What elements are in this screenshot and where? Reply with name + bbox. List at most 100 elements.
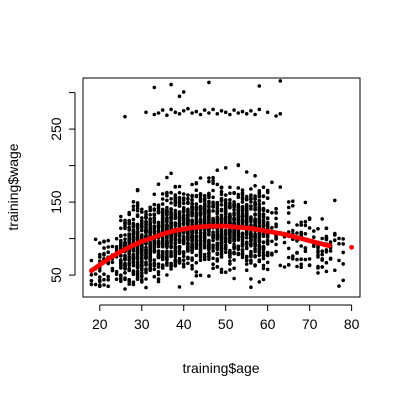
- data-point: [207, 232, 211, 237]
- data-point: [249, 285, 253, 290]
- data-point: [156, 207, 161, 211]
- data-point: [215, 252, 220, 257]
- data-point: [93, 237, 98, 242]
- data-point: [152, 216, 157, 220]
- data-point: [211, 233, 215, 237]
- data-point: [249, 230, 253, 235]
- data-point: [198, 255, 203, 260]
- outlier-point: [223, 110, 228, 115]
- data-point: [140, 223, 144, 228]
- data-point: [219, 189, 224, 194]
- data-point: [135, 260, 140, 264]
- data-point: [156, 182, 161, 186]
- outlier-point: [144, 110, 148, 115]
- data-point: [152, 227, 157, 231]
- data-point: [265, 267, 270, 272]
- data-point: [119, 276, 123, 281]
- data-point: [219, 235, 224, 240]
- outlier-point: [232, 108, 236, 112]
- data-point: [165, 194, 169, 198]
- data-point: [228, 248, 232, 253]
- data-point: [98, 284, 102, 289]
- data-point: [156, 262, 161, 266]
- data-point: [93, 282, 98, 287]
- data-point: [181, 216, 186, 220]
- data-point: [186, 208, 190, 213]
- data-point: [211, 188, 215, 193]
- data-point: [324, 226, 329, 230]
- data-point: [328, 240, 333, 244]
- data-point: [131, 282, 136, 287]
- data-point: [320, 265, 325, 269]
- data-point: [282, 265, 287, 269]
- data-point: [186, 193, 190, 197]
- data-point: [228, 251, 232, 256]
- data-point: [135, 246, 140, 250]
- data-point: [295, 223, 299, 227]
- data-point: [202, 228, 207, 232]
- data-point: [165, 224, 169, 228]
- data-point: [190, 236, 194, 240]
- data-point: [207, 199, 211, 204]
- data-point: [148, 223, 152, 227]
- data-point: [253, 241, 257, 246]
- data-point: [211, 230, 215, 234]
- data-point: [312, 235, 316, 239]
- data-point: [190, 266, 194, 271]
- data-point: [207, 247, 211, 252]
- data-point: [341, 262, 346, 266]
- data-point: [303, 223, 308, 228]
- data-point: [102, 272, 106, 277]
- data-point: [240, 220, 245, 224]
- data-point: [98, 278, 102, 283]
- data-point: [160, 202, 165, 206]
- data-point: [316, 227, 320, 231]
- outlier-point: [173, 110, 178, 115]
- data-point: [114, 245, 119, 249]
- outlier-point: [207, 80, 211, 85]
- data-point: [140, 219, 144, 223]
- data-point: [156, 229, 161, 233]
- data-point: [160, 244, 165, 249]
- data-point: [295, 257, 299, 262]
- data-point: [194, 181, 199, 185]
- data-point: [207, 254, 211, 259]
- data-point: [316, 266, 320, 270]
- data-point: [303, 249, 308, 253]
- data-point: [223, 166, 228, 170]
- data-point: [98, 241, 102, 245]
- data-point: [286, 200, 291, 204]
- data-point: [173, 213, 178, 218]
- data-point: [244, 236, 249, 240]
- fit-point: [327, 243, 332, 249]
- data-point: [106, 284, 110, 289]
- data-point: [215, 206, 220, 210]
- data-point: [186, 213, 190, 217]
- data-point: [253, 249, 257, 254]
- data-point: [119, 226, 123, 231]
- data-point: [140, 228, 144, 233]
- data-point: [337, 236, 341, 241]
- data-point: [207, 210, 211, 215]
- data-point: [257, 202, 262, 207]
- data-point: [228, 238, 232, 242]
- data-point: [152, 244, 157, 249]
- data-point: [165, 273, 169, 277]
- data-point: [257, 248, 262, 252]
- data-point: [194, 240, 199, 244]
- data-point: [219, 267, 224, 272]
- data-point: [98, 255, 102, 259]
- data-point: [127, 212, 131, 217]
- x-axis: 20 30 40 50 60 70 80: [92, 304, 360, 332]
- data-point: [253, 238, 257, 242]
- data-point: [144, 254, 148, 259]
- data-point: [144, 222, 148, 227]
- data-point: [135, 230, 140, 234]
- data-point: [261, 207, 266, 212]
- data-point: [249, 215, 253, 219]
- data-point: [228, 268, 232, 272]
- data-point: [165, 236, 169, 240]
- data-point: [160, 213, 165, 218]
- data-point: [320, 217, 325, 221]
- data-point: [181, 258, 186, 263]
